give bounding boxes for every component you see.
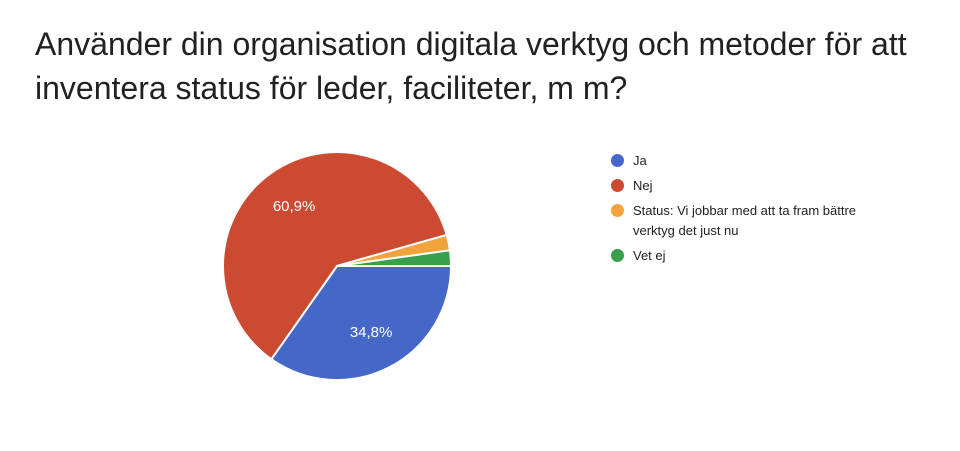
legend-label-status-vi-jobbar-med-att: Status: Vi jobbar med att ta fram bättre… xyxy=(633,203,857,238)
legend-item-status-vi-jobbar-med-att: Status: Vi jobbar med att ta fram bättre… xyxy=(611,201,921,241)
slice-percentage-label-nej: 60,9% xyxy=(273,198,316,215)
legend-color-dot-vet-ej xyxy=(611,249,624,262)
legend-item-nej: Nej xyxy=(611,176,921,196)
chart-legend: Ja Nej Status: Vi jobbar med att ta fram b… xyxy=(611,151,921,271)
legend-label-nej: Nej xyxy=(633,178,653,193)
question-title: Använder din organisation digitala verkt… xyxy=(35,22,907,110)
legend-color-dot-status-vi-jobbar-med-att xyxy=(611,204,624,217)
legend-color-dot-nej xyxy=(611,179,624,192)
question-title-line1: Använder din organisation digitala verkt… xyxy=(35,26,907,62)
legend-item-ja: Ja xyxy=(611,151,921,171)
pie-slice-vet-ej[interactable] xyxy=(336,249,452,267)
slice-percentage-label-ja: 34,8% xyxy=(350,324,393,341)
legend-item-vet-ej: Vet ej xyxy=(611,246,921,266)
legend-color-dot-ja xyxy=(611,154,624,167)
question-title-line2: inventera status för leder, faciliteter,… xyxy=(35,70,628,106)
legend-label-ja: Ja xyxy=(633,153,647,168)
legend-label-vet-ej: Vet ej xyxy=(633,248,666,263)
pie-slice-ja[interactable] xyxy=(270,265,452,381)
pie-slice-nej[interactable] xyxy=(222,151,448,361)
